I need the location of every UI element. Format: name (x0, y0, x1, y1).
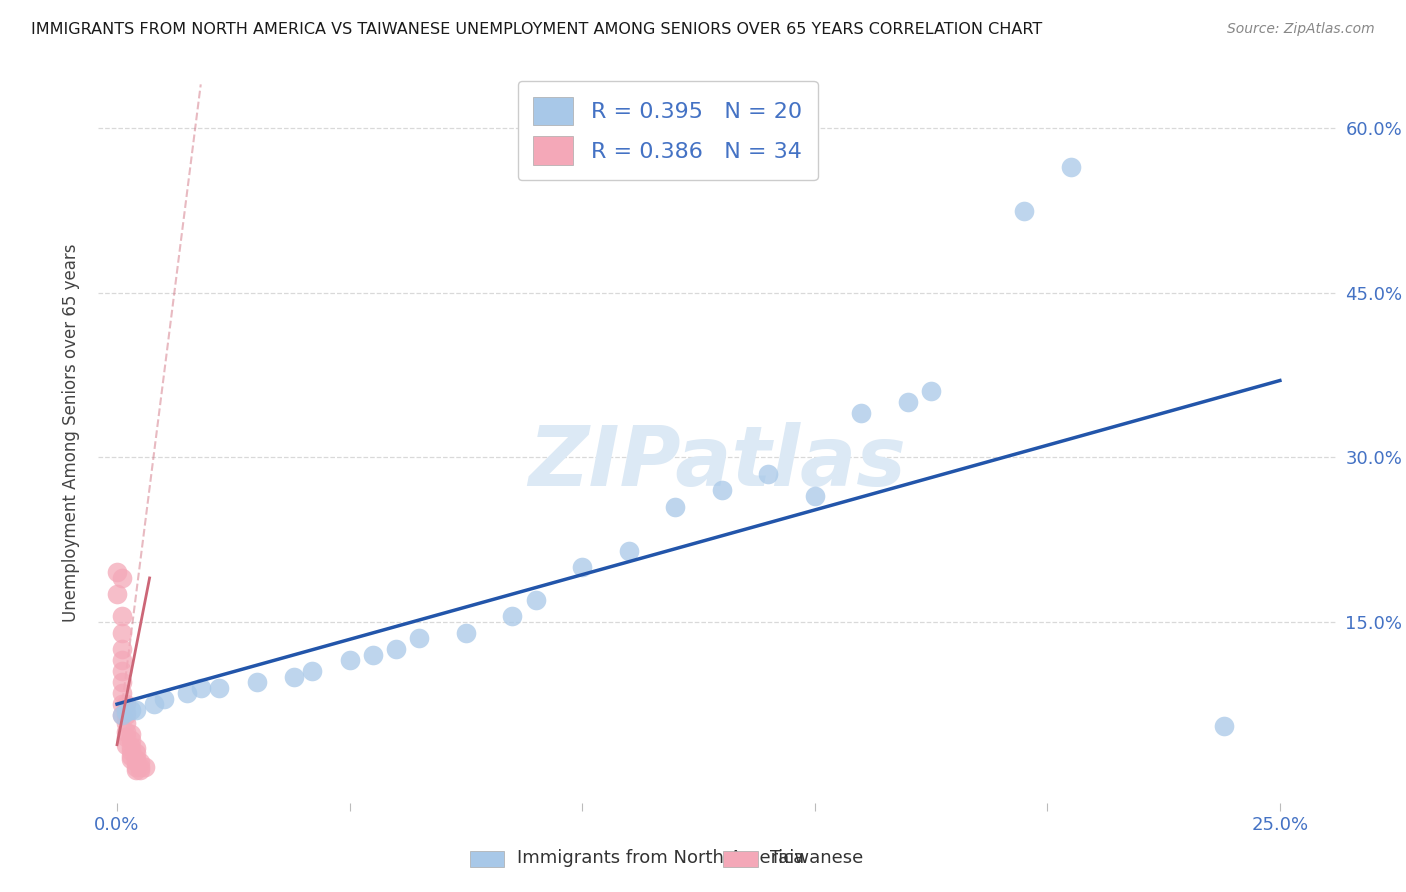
Point (208, 681, 231, 695)
Point (115, 697, 138, 711)
Point (111, 708, 134, 723)
Point (454, 625, 477, 640)
Point (120, 739, 142, 754)
Point (339, 653, 361, 667)
Y-axis label: Unemployment Among Seniors over 65 years: Unemployment Among Seniors over 65 years (62, 244, 80, 622)
Point (176, 686, 198, 700)
Point (120, 744, 142, 758)
Point (1012, 203, 1035, 218)
Point (120, 752, 142, 766)
Point (301, 664, 323, 678)
Point (111, 625, 134, 640)
Point (143, 697, 166, 711)
Point (920, 384, 942, 399)
Point (115, 705, 138, 719)
Point (111, 571, 134, 585)
Point (134, 759, 156, 773)
Point (124, 759, 146, 773)
Point (124, 702, 146, 716)
Point (124, 747, 146, 761)
Point (111, 653, 134, 667)
Point (115, 730, 138, 744)
Point (1213, 719, 1236, 733)
Point (129, 759, 152, 773)
Point (897, 395, 920, 409)
Point (152, 691, 174, 706)
Point (115, 738, 138, 752)
Point (105, 566, 128, 580)
Point (408, 632, 430, 646)
Point (105, 587, 128, 601)
Point (111, 697, 134, 711)
Point (111, 686, 134, 700)
Point (111, 708, 134, 723)
Point (115, 724, 138, 739)
Point (115, 715, 138, 730)
Point (190, 681, 212, 695)
Point (124, 763, 146, 777)
Point (524, 593, 547, 607)
Point (111, 664, 134, 678)
Point (120, 702, 142, 716)
Text: ZIPatlas: ZIPatlas (529, 422, 905, 503)
Point (385, 642, 408, 657)
Point (803, 489, 825, 503)
Point (1059, 160, 1081, 174)
Point (501, 609, 523, 624)
Point (245, 675, 267, 690)
Text: Taiwanese: Taiwanese (770, 849, 863, 867)
Point (111, 609, 134, 624)
Point (124, 752, 146, 766)
Point (756, 467, 779, 481)
Point (571, 560, 593, 574)
Point (851, 406, 873, 420)
Text: IMMIGRANTS FROM NORTH AMERICA VS TAIWANESE UNEMPLOYMENT AMONG SENIORS OVER 65 YE: IMMIGRANTS FROM NORTH AMERICA VS TAIWANE… (31, 22, 1042, 37)
Point (111, 675, 134, 690)
Point (120, 748, 142, 763)
Point (111, 642, 134, 657)
Point (124, 741, 146, 756)
Point (710, 483, 733, 498)
Point (120, 733, 142, 747)
FancyBboxPatch shape (723, 851, 758, 867)
Point (120, 727, 142, 741)
Point (115, 708, 138, 723)
Legend: R = 0.395   N = 20, R = 0.386   N = 34: R = 0.395 N = 20, R = 0.386 N = 34 (517, 81, 818, 180)
Text: Immigrants from North America: Immigrants from North America (516, 849, 804, 867)
Point (124, 756, 146, 770)
Point (129, 763, 152, 777)
Text: Source: ZipAtlas.com: Source: ZipAtlas.com (1227, 22, 1375, 37)
FancyBboxPatch shape (470, 851, 505, 867)
Point (664, 500, 686, 514)
Point (129, 756, 152, 770)
Point (361, 648, 384, 662)
Point (617, 543, 640, 558)
Point (283, 670, 305, 684)
